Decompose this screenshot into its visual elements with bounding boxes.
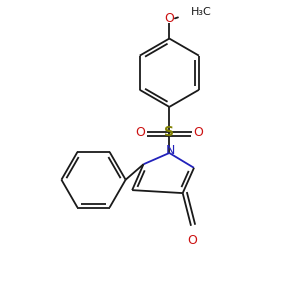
Text: H₃C: H₃C bbox=[191, 8, 212, 17]
Text: N: N bbox=[166, 144, 176, 158]
Text: O: O bbox=[187, 234, 197, 247]
Text: O: O bbox=[164, 12, 174, 25]
Text: O: O bbox=[193, 126, 203, 139]
Text: O: O bbox=[136, 126, 146, 139]
Text: S: S bbox=[164, 125, 174, 139]
